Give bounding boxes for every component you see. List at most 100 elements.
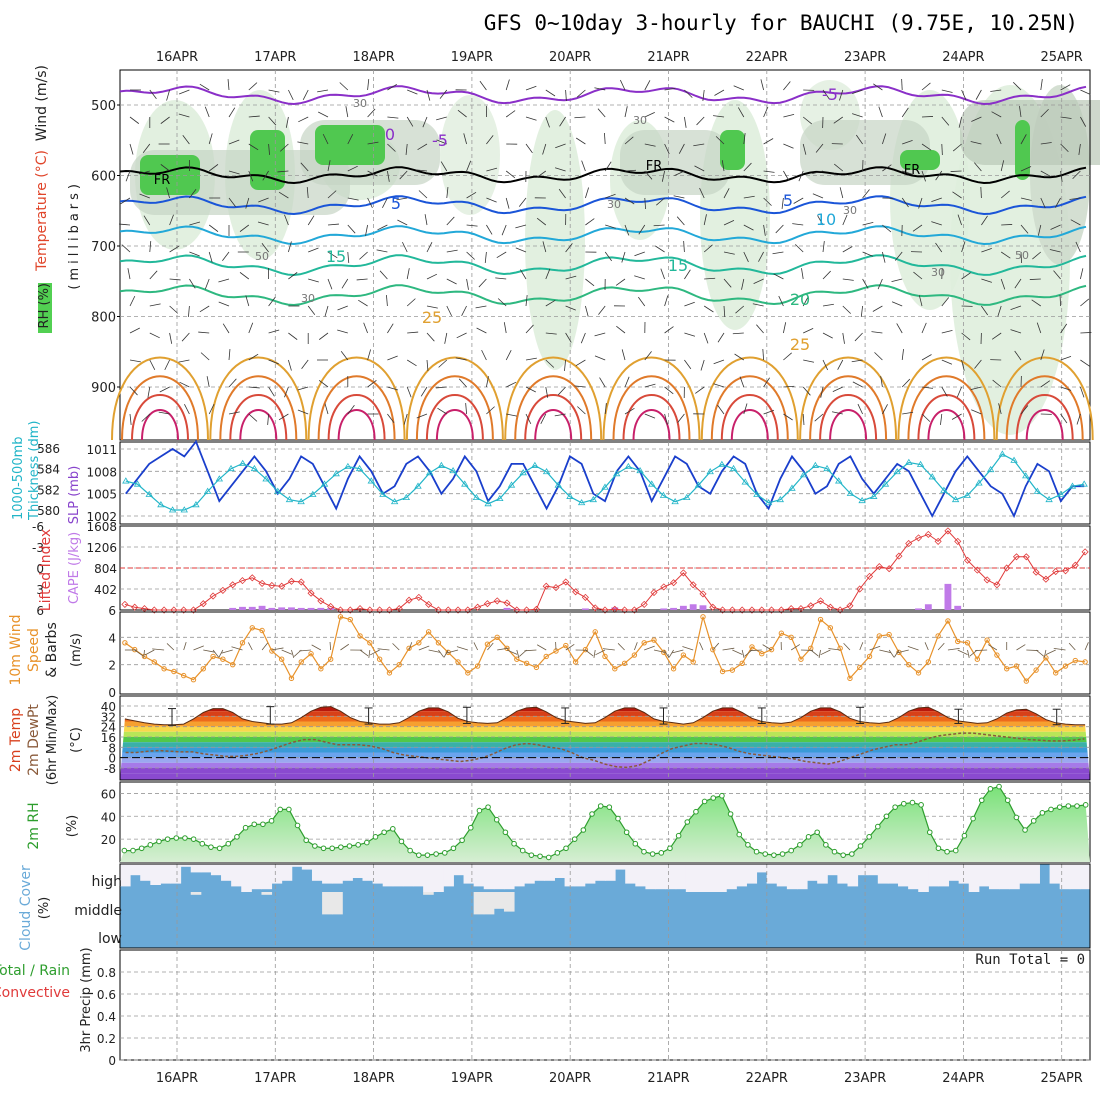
wind-barb <box>661 170 665 182</box>
lifted-index-marker <box>474 603 482 611</box>
wind-speed-marker <box>416 640 422 646</box>
lifted-index-marker <box>513 606 521 614</box>
thickness-tick: 580 <box>37 504 60 518</box>
lifted-index-marker <box>1052 567 1060 576</box>
wind-barb <box>149 332 160 339</box>
cloud-high-clear <box>918 864 929 892</box>
thickness-marker <box>262 475 270 482</box>
wind-barb <box>245 197 250 209</box>
wind-barb <box>347 404 355 415</box>
thickness-marker <box>788 484 796 491</box>
wind-speed-marker <box>974 656 981 662</box>
rh-marker <box>580 827 587 833</box>
rh-marker <box>892 804 898 810</box>
wind-barb <box>822 89 830 100</box>
wind-barb <box>604 132 606 145</box>
wind-barb <box>420 386 428 397</box>
wind-speed-marker <box>533 664 540 671</box>
wind-barb <box>278 191 289 199</box>
thickness-marker <box>940 486 948 493</box>
cloud-high-clear <box>514 864 525 887</box>
cloud-high-clear <box>948 864 960 881</box>
wind10-barb <box>487 642 494 651</box>
wind-barb <box>921 82 931 91</box>
rh-marker <box>684 819 691 825</box>
rh-shade <box>440 95 500 215</box>
wind-barb <box>775 224 784 234</box>
wind-speed-marker <box>935 633 941 639</box>
wind-barb <box>129 143 134 155</box>
slp-tick: 1002 <box>86 510 117 524</box>
wind-barb <box>542 241 547 253</box>
rh-marker <box>658 850 665 856</box>
date-label-top: 20APR <box>549 50 591 65</box>
wind-barb <box>874 352 883 361</box>
lifted-index-marker <box>719 606 727 614</box>
wind-barb <box>952 143 962 152</box>
wind-barb <box>644 80 651 91</box>
wind-barb <box>644 351 652 361</box>
wind-barb <box>377 224 388 231</box>
cloud-high-clear <box>736 864 747 887</box>
wind-barb <box>139 193 150 199</box>
lifted-index-marker <box>405 596 413 604</box>
temp2-label-a: 2m Temp <box>8 708 24 772</box>
wind-barb <box>822 241 825 253</box>
wind-barb <box>525 85 537 91</box>
wind-barb <box>961 359 965 371</box>
wind-barb <box>574 116 586 119</box>
wind-barb <box>941 297 950 307</box>
wind-barb <box>664 413 668 425</box>
wind-barb <box>545 359 555 368</box>
wind-barb <box>1040 79 1043 91</box>
wind-barb <box>575 359 586 367</box>
rh-marker <box>883 813 890 820</box>
wind-barb <box>581 160 586 172</box>
wind-speed-marker <box>631 652 638 658</box>
wind-barb <box>941 386 948 397</box>
wind-barb <box>307 305 316 316</box>
wind-barb <box>248 82 258 91</box>
wind-barb <box>279 143 289 152</box>
wind-barb <box>297 386 309 391</box>
rh-marker <box>762 851 769 857</box>
wind-barb <box>1049 249 1061 253</box>
wind-barb <box>169 305 179 314</box>
thickness-marker <box>858 496 866 504</box>
cloud-high-clear <box>311 864 323 881</box>
wind-barb <box>763 170 775 173</box>
thickness-marker <box>764 498 773 506</box>
temperature-contour-label: 5 <box>783 191 793 210</box>
wind-barb <box>901 378 911 388</box>
date-label-top: 22APR <box>746 50 788 65</box>
wind-barb <box>306 187 309 199</box>
thickness-marker <box>905 458 913 465</box>
rh-tick: 40 <box>101 810 116 824</box>
wind-barb <box>783 385 795 388</box>
date-label-top: 24APR <box>942 50 984 65</box>
wind-barb <box>536 170 547 178</box>
cloud-high-clear <box>756 864 768 873</box>
wind-barb <box>693 143 705 147</box>
cloud-high-clear <box>978 864 990 887</box>
wind-barb <box>208 133 213 145</box>
wind-barb <box>597 108 606 118</box>
cloud-high-clear <box>392 864 404 887</box>
cloud-high-clear <box>180 864 192 867</box>
lifted-index-marker <box>963 556 972 564</box>
wind-barb <box>723 188 730 199</box>
rh-marker <box>364 839 370 846</box>
wind-barb <box>248 413 258 422</box>
thickness-marker <box>612 470 621 477</box>
wind10-barb <box>418 645 430 651</box>
rh-marker <box>823 842 829 848</box>
lifted-index-marker <box>983 576 991 584</box>
wind10-barb <box>291 649 295 658</box>
thickness-marker <box>1068 482 1077 489</box>
wind-barb <box>456 332 467 339</box>
precip-label-c: 3hr Precip (mm) <box>79 947 94 1052</box>
thickness-marker <box>461 480 469 487</box>
wind10-barb <box>1045 649 1056 655</box>
wind-barb <box>901 78 903 91</box>
rh-marker <box>615 815 621 822</box>
